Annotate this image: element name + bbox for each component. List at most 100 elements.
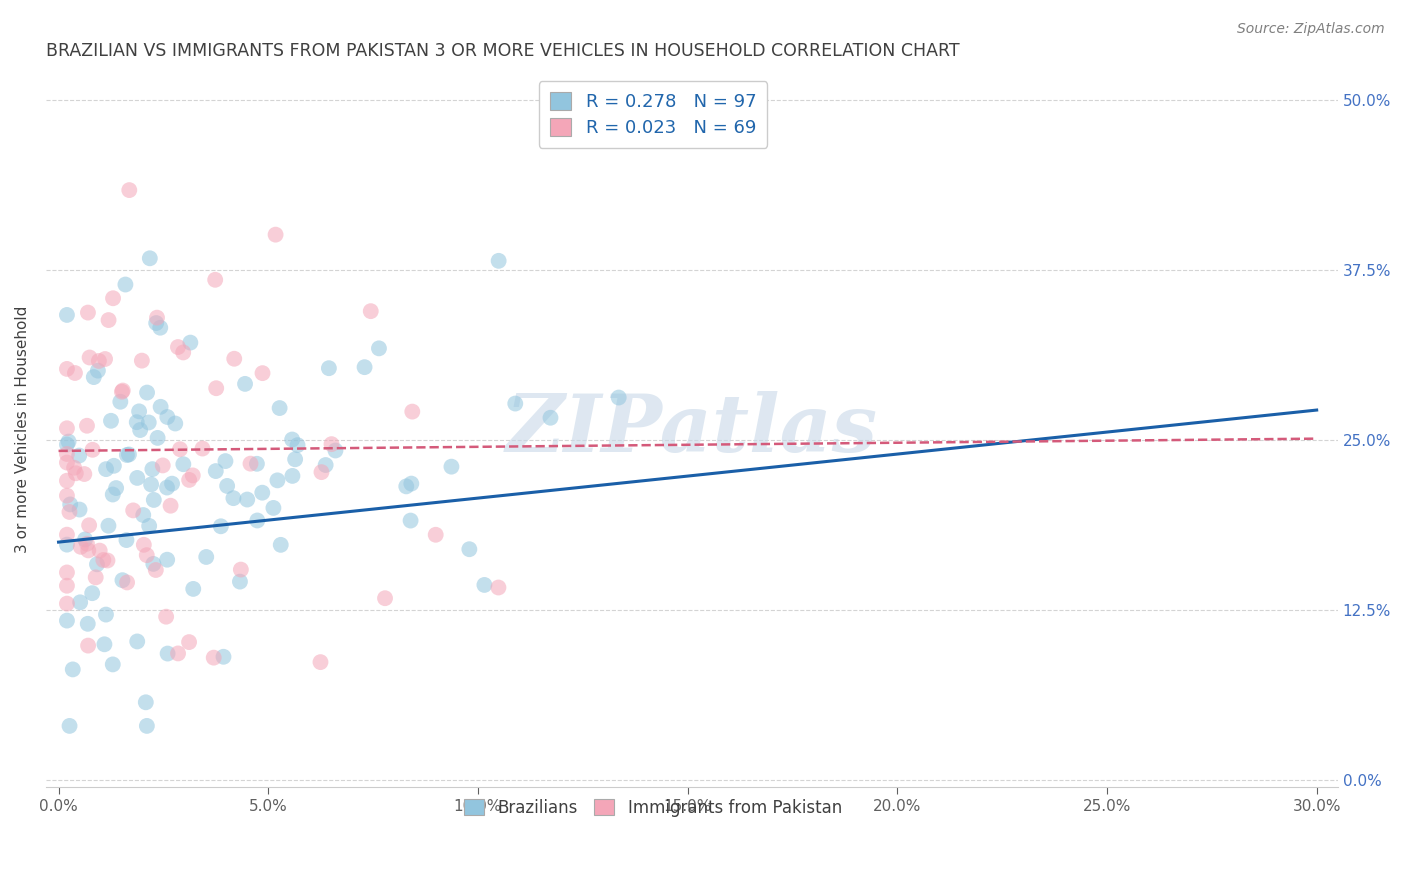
Point xyxy=(214,454,236,468)
Point xyxy=(160,476,183,491)
Point xyxy=(103,458,125,473)
Point xyxy=(105,481,128,495)
Point xyxy=(202,650,225,665)
Point xyxy=(167,647,190,661)
Point xyxy=(425,528,447,542)
Point xyxy=(56,421,79,435)
Point xyxy=(488,581,510,595)
Point xyxy=(209,519,232,533)
Point xyxy=(122,503,145,517)
Point xyxy=(142,557,165,571)
Point xyxy=(146,431,169,445)
Point xyxy=(252,366,274,380)
Point xyxy=(127,471,149,485)
Point xyxy=(167,340,190,354)
Point xyxy=(401,404,423,418)
Point xyxy=(284,452,307,467)
Point xyxy=(146,310,169,325)
Point xyxy=(195,549,218,564)
Point xyxy=(503,396,526,410)
Point xyxy=(172,345,194,359)
Point xyxy=(474,578,496,592)
Point xyxy=(84,570,107,584)
Point xyxy=(136,385,159,400)
Point xyxy=(179,335,201,350)
Point xyxy=(77,305,100,319)
Point xyxy=(56,538,79,552)
Point xyxy=(56,447,79,461)
Point xyxy=(125,415,148,429)
Point xyxy=(69,595,91,609)
Point xyxy=(374,591,396,606)
Point xyxy=(110,394,132,409)
Point xyxy=(56,474,79,488)
Point xyxy=(94,607,117,622)
Point xyxy=(236,492,259,507)
Point xyxy=(65,467,87,481)
Point xyxy=(97,518,120,533)
Point xyxy=(179,473,201,487)
Point xyxy=(204,273,226,287)
Text: Source: ZipAtlas.com: Source: ZipAtlas.com xyxy=(1237,22,1385,37)
Point xyxy=(246,513,269,527)
Point xyxy=(97,313,120,327)
Point xyxy=(94,351,117,366)
Point xyxy=(56,579,79,593)
Point xyxy=(56,362,79,376)
Point xyxy=(132,538,155,552)
Point xyxy=(100,414,122,428)
Point xyxy=(239,457,262,471)
Point xyxy=(142,492,165,507)
Point xyxy=(145,316,167,330)
Point xyxy=(83,370,105,384)
Point xyxy=(229,574,252,589)
Point xyxy=(77,639,100,653)
Point xyxy=(62,662,84,676)
Point xyxy=(181,582,204,596)
Point xyxy=(91,553,114,567)
Point xyxy=(118,448,141,462)
Point xyxy=(82,442,104,457)
Point xyxy=(87,364,110,378)
Point xyxy=(56,566,79,580)
Point xyxy=(205,381,228,395)
Point xyxy=(165,417,187,431)
Point xyxy=(86,558,108,572)
Legend: Brazilians, Immigrants from Pakistan: Brazilians, Immigrants from Pakistan xyxy=(456,790,851,825)
Point xyxy=(118,183,141,197)
Point xyxy=(111,384,134,399)
Point xyxy=(82,586,104,600)
Point xyxy=(128,404,150,418)
Point xyxy=(135,695,157,709)
Point xyxy=(395,479,418,493)
Point xyxy=(56,614,79,628)
Point xyxy=(399,514,422,528)
Point xyxy=(181,468,204,483)
Point xyxy=(115,575,138,590)
Point xyxy=(114,277,136,292)
Point xyxy=(204,464,226,478)
Point xyxy=(101,291,124,305)
Point xyxy=(281,469,304,483)
Point xyxy=(318,361,340,376)
Point xyxy=(101,487,124,501)
Point xyxy=(169,442,191,457)
Point xyxy=(93,637,115,651)
Point xyxy=(58,434,80,449)
Point xyxy=(156,647,179,661)
Point xyxy=(56,437,79,451)
Point xyxy=(94,462,117,476)
Point xyxy=(79,351,101,365)
Point xyxy=(233,376,256,391)
Point xyxy=(488,253,510,268)
Point xyxy=(76,616,98,631)
Point xyxy=(115,533,138,547)
Point xyxy=(266,474,288,488)
Point xyxy=(59,497,82,511)
Point xyxy=(135,719,157,733)
Point xyxy=(56,527,79,541)
Point xyxy=(264,227,287,242)
Text: ZIPatlas: ZIPatlas xyxy=(506,391,877,468)
Point xyxy=(111,384,134,398)
Point xyxy=(252,485,274,500)
